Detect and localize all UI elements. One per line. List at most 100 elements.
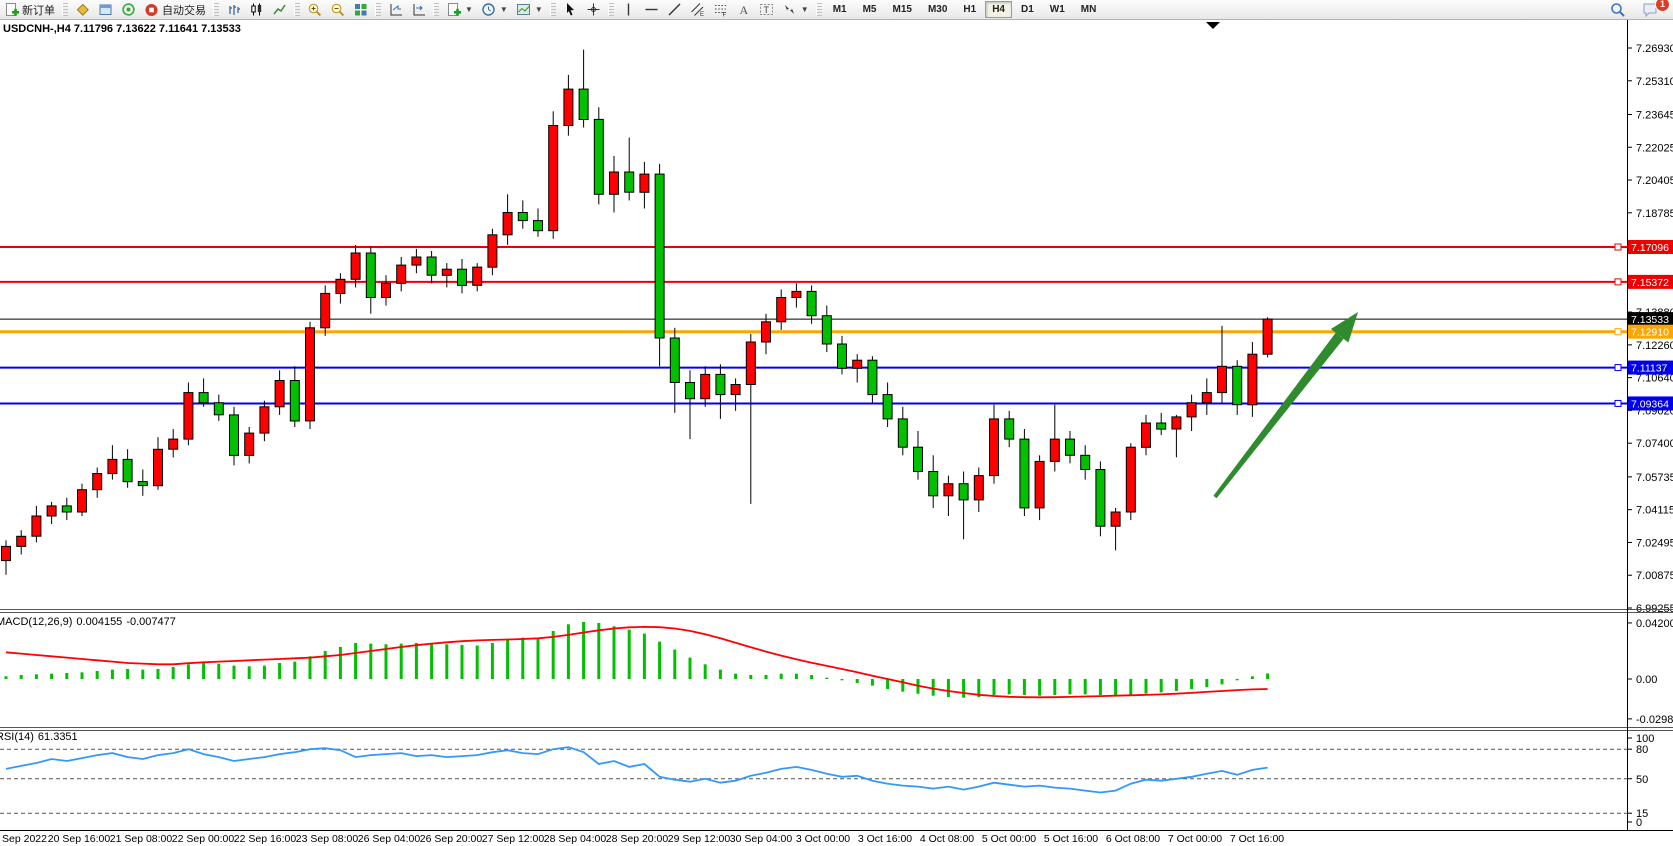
price-axis: 7.26930 7.25310 7.23645 7.22025 7.20405 7.187… bbox=[1627, 43, 1673, 829]
candlestick-chart-button[interactable] bbox=[245, 1, 268, 19]
svg-text:7.17096: 7.17096 bbox=[1631, 242, 1669, 254]
new-chart-button[interactable] bbox=[71, 1, 94, 19]
zoom-out-button[interactable] bbox=[326, 1, 349, 19]
candle bbox=[335, 273, 346, 304]
price-label-badge: 7.12910 bbox=[1628, 324, 1673, 339]
toolbar-separator bbox=[607, 3, 614, 16]
cursor-tool-button[interactable] bbox=[559, 1, 582, 19]
arrows-icon bbox=[782, 2, 797, 17]
horizontal-line-object[interactable] bbox=[0, 243, 1627, 251]
candle bbox=[122, 449, 133, 488]
svg-text:7.09364: 7.09364 bbox=[1631, 398, 1669, 410]
trendline-tool-button[interactable] bbox=[663, 1, 686, 19]
time-label: 20 Sep 16:00 bbox=[47, 833, 111, 845]
timeframe-m1[interactable]: M1 bbox=[826, 1, 854, 18]
svg-text:0.00: 0.00 bbox=[1636, 674, 1657, 686]
profiles-button[interactable] bbox=[94, 1, 117, 19]
pane-separator[interactable] bbox=[0, 727, 1673, 728]
horizontal-line-tool-button[interactable] bbox=[640, 1, 663, 19]
candle bbox=[365, 246, 376, 314]
svg-text:7.02495: 7.02495 bbox=[1636, 537, 1673, 549]
trend-arrow[interactable] bbox=[1213, 312, 1358, 499]
periods-button[interactable]: ▼ bbox=[477, 1, 512, 19]
candle bbox=[867, 356, 878, 403]
horizontal-line-object[interactable] bbox=[0, 364, 1627, 372]
new-order-button[interactable]: 新订单 bbox=[0, 1, 59, 19]
arrows-tool-button[interactable]: ▼ bbox=[778, 1, 813, 19]
channel-tool-button[interactable]: E bbox=[686, 1, 709, 19]
horizontal-line-object[interactable] bbox=[0, 278, 1627, 286]
signals-button[interactable] bbox=[117, 1, 140, 19]
candle bbox=[411, 248, 422, 274]
time-label: 7 Oct 16:00 bbox=[1229, 833, 1285, 845]
timeframe-d1[interactable]: D1 bbox=[1014, 1, 1041, 18]
vertical-line-tool-button[interactable] bbox=[617, 1, 640, 19]
crosshair-icon bbox=[586, 2, 601, 17]
time-label: 26 Sep 04:00 bbox=[357, 833, 421, 845]
candle bbox=[213, 394, 224, 421]
svg-text:F: F bbox=[722, 13, 726, 18]
candle bbox=[31, 505, 42, 543]
chevron-down-icon: ▼ bbox=[800, 5, 809, 14]
profiles-icon bbox=[98, 2, 113, 17]
crosshair-tool-button[interactable] bbox=[582, 1, 605, 19]
new-chart-icon bbox=[75, 2, 90, 17]
horizontal-line-object[interactable] bbox=[0, 399, 1627, 407]
zoom-in-button[interactable] bbox=[303, 1, 326, 19]
svg-text:7.00875: 7.00875 bbox=[1636, 570, 1673, 582]
text-label-tool-button[interactable]: T bbox=[755, 1, 778, 19]
candle bbox=[761, 313, 771, 355]
signals-icon bbox=[121, 2, 136, 17]
candle bbox=[548, 111, 559, 239]
timeframe-m15[interactable]: M15 bbox=[886, 1, 919, 18]
svg-text:7.15372: 7.15372 bbox=[1631, 277, 1669, 289]
candle bbox=[624, 137, 635, 201]
timeframe-m5[interactable]: M5 bbox=[856, 1, 884, 18]
time-label: 3 Oct 16:00 bbox=[857, 833, 913, 845]
timeframe-m30[interactable]: M30 bbox=[921, 1, 954, 18]
candle bbox=[806, 285, 817, 324]
candle bbox=[1232, 360, 1243, 415]
svg-text:50: 50 bbox=[1636, 774, 1648, 786]
templates-button[interactable]: ▼ bbox=[512, 1, 547, 19]
candle bbox=[183, 382, 194, 446]
chart-shift-marker[interactable] bbox=[1206, 22, 1220, 29]
candle bbox=[730, 378, 741, 411]
time-label: 23 Sep 08:00 bbox=[295, 833, 359, 845]
toolbar-separator bbox=[815, 3, 822, 16]
fibonacci-tool-button[interactable]: F bbox=[709, 1, 732, 19]
candle bbox=[852, 354, 863, 383]
autotrading-button[interactable]: 自动交易 bbox=[140, 1, 210, 19]
candle bbox=[958, 471, 969, 540]
chart-shift-button[interactable] bbox=[407, 1, 430, 19]
candle bbox=[1080, 445, 1091, 480]
candle bbox=[441, 263, 452, 288]
pane-separator[interactable] bbox=[0, 609, 1673, 610]
line-chart-icon bbox=[272, 2, 287, 17]
auto-scroll-button[interactable] bbox=[384, 1, 407, 19]
candle bbox=[289, 366, 300, 427]
timeframe-h4[interactable]: H4 bbox=[985, 1, 1012, 18]
candle bbox=[791, 283, 802, 308]
candle bbox=[563, 74, 574, 136]
search-button[interactable] bbox=[1606, 1, 1630, 19]
templates-icon bbox=[516, 2, 531, 17]
candle bbox=[259, 400, 270, 442]
timeframe-mn[interactable]: MN bbox=[1074, 1, 1104, 18]
pane-separator[interactable] bbox=[0, 730, 1673, 731]
time-label: 6 Oct 08:00 bbox=[1105, 833, 1161, 845]
timeframe-w1[interactable]: W1 bbox=[1043, 1, 1072, 18]
bar-chart-button[interactable] bbox=[222, 1, 245, 19]
candle bbox=[715, 364, 726, 419]
timeframe-h1[interactable]: H1 bbox=[956, 1, 983, 18]
indicators-button[interactable]: ▼ bbox=[442, 1, 477, 19]
tile-windows-button[interactable] bbox=[349, 1, 372, 19]
pane-separator[interactable] bbox=[0, 612, 1673, 613]
text-tool-button[interactable]: A bbox=[732, 1, 755, 19]
candle bbox=[457, 259, 467, 294]
candle bbox=[1262, 317, 1273, 358]
horizontal-line-object[interactable] bbox=[0, 328, 1627, 336]
line-chart-button[interactable] bbox=[268, 1, 291, 19]
time-axis: Sep 2022 20 Sep 16:00 21 Sep 08:00 22 Se… bbox=[0, 833, 1673, 846]
candle bbox=[1247, 342, 1258, 417]
